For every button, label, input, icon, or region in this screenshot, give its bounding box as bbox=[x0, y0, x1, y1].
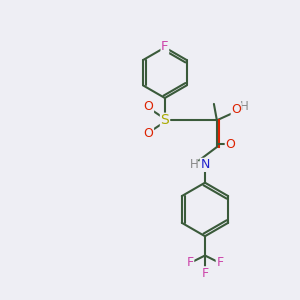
Text: H: H bbox=[240, 100, 249, 113]
Text: F: F bbox=[161, 40, 169, 53]
Text: F: F bbox=[216, 256, 224, 269]
Text: F: F bbox=[201, 267, 208, 280]
Text: O: O bbox=[225, 138, 235, 151]
Text: F: F bbox=[187, 256, 194, 269]
Text: O: O bbox=[231, 103, 241, 116]
Text: O: O bbox=[144, 100, 154, 113]
Text: S: S bbox=[160, 113, 169, 127]
Text: O: O bbox=[144, 127, 154, 140]
Text: N: N bbox=[200, 158, 210, 171]
Text: H: H bbox=[190, 158, 199, 171]
